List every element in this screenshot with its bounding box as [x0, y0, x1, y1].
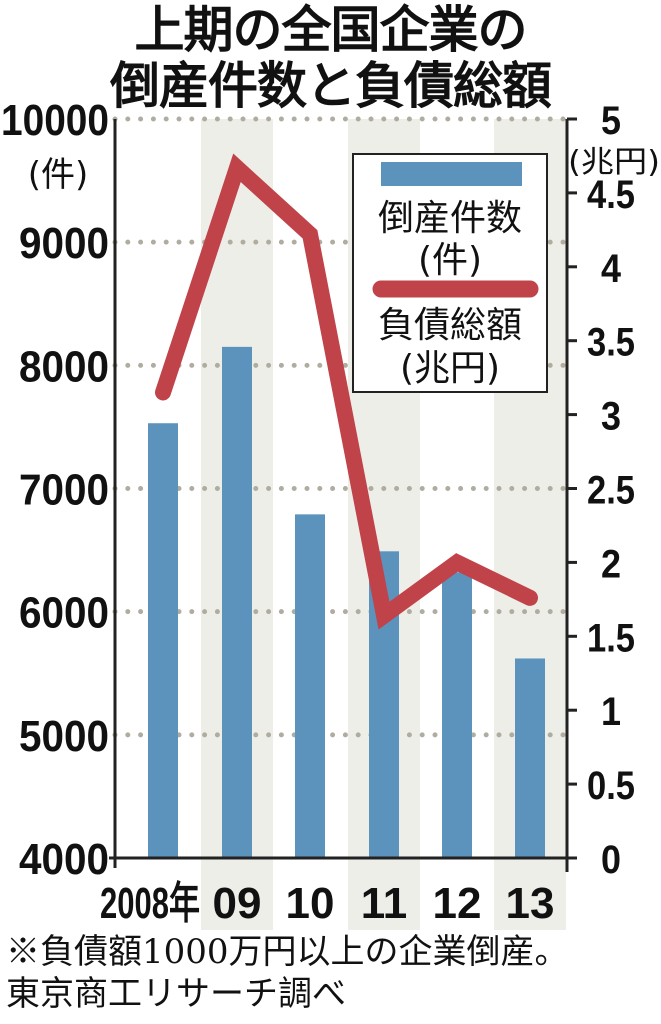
right-axis-label: 3 [601, 395, 621, 439]
left-axis-label: 7000 [19, 466, 109, 515]
legend-label: 倒産件数 [378, 198, 522, 239]
right-axis-label: 1.5 [587, 616, 635, 660]
x-axis-label: 2008年 [100, 879, 200, 928]
left-axis-label: 5000 [19, 712, 109, 761]
legend-box [352, 153, 548, 393]
x-axis-label: 12 [433, 879, 482, 928]
right-axis-label: 2.5 [587, 469, 635, 513]
left-axis-label: 10000 [1, 96, 109, 145]
legend-label: 負債総額 [378, 305, 522, 346]
chart-title-line1: 上期の全国企業の [134, 1, 528, 59]
legend-label: (兆円) [400, 348, 500, 389]
right-axis-label: 4 [601, 247, 622, 291]
legend-label: (件) [418, 240, 482, 281]
x-axis-label: 13 [506, 879, 555, 928]
chart-title-line2: 倒産件数と負債総額 [110, 57, 552, 115]
footnote-source: 東京商工リサーチ調べ [6, 974, 346, 1014]
chart-plot: 倒産件数(件)負債総額(兆円)54.543.532.521.510.501000… [1, 96, 660, 930]
left-axis-label: 8000 [19, 342, 109, 391]
right-axis-label: 5 [601, 99, 621, 143]
bar-10 [295, 514, 325, 858]
bar-09 [222, 346, 252, 858]
left-axis-unit: (件) [28, 155, 89, 195]
footnote-criteria: ※負債額1000万円以上の企業倒産。 [6, 932, 569, 972]
right-axis-label: 0.5 [587, 764, 635, 808]
bar-2008年 [148, 423, 178, 858]
debt-line [155, 153, 538, 630]
right-axis-unit: (兆円) [568, 145, 660, 180]
left-axis-label: 4000 [19, 835, 109, 884]
right-axis-label: 1 [601, 690, 621, 734]
left-axis-label: 6000 [19, 589, 109, 638]
x-axis-label: 10 [286, 879, 335, 928]
legend-bar-swatch [381, 162, 522, 186]
right-axis-label: 3.5 [587, 321, 635, 365]
left-axis-label: 9000 [19, 219, 109, 268]
x-axis-label: 11 [361, 879, 408, 928]
right-axis-label: 0 [601, 838, 621, 882]
bar-13 [515, 658, 545, 858]
right-axis-label: 2 [601, 542, 621, 586]
bar-12 [442, 572, 472, 858]
right-axis-label: 4.5 [587, 173, 635, 217]
x-axis-label: 09 [213, 879, 262, 928]
